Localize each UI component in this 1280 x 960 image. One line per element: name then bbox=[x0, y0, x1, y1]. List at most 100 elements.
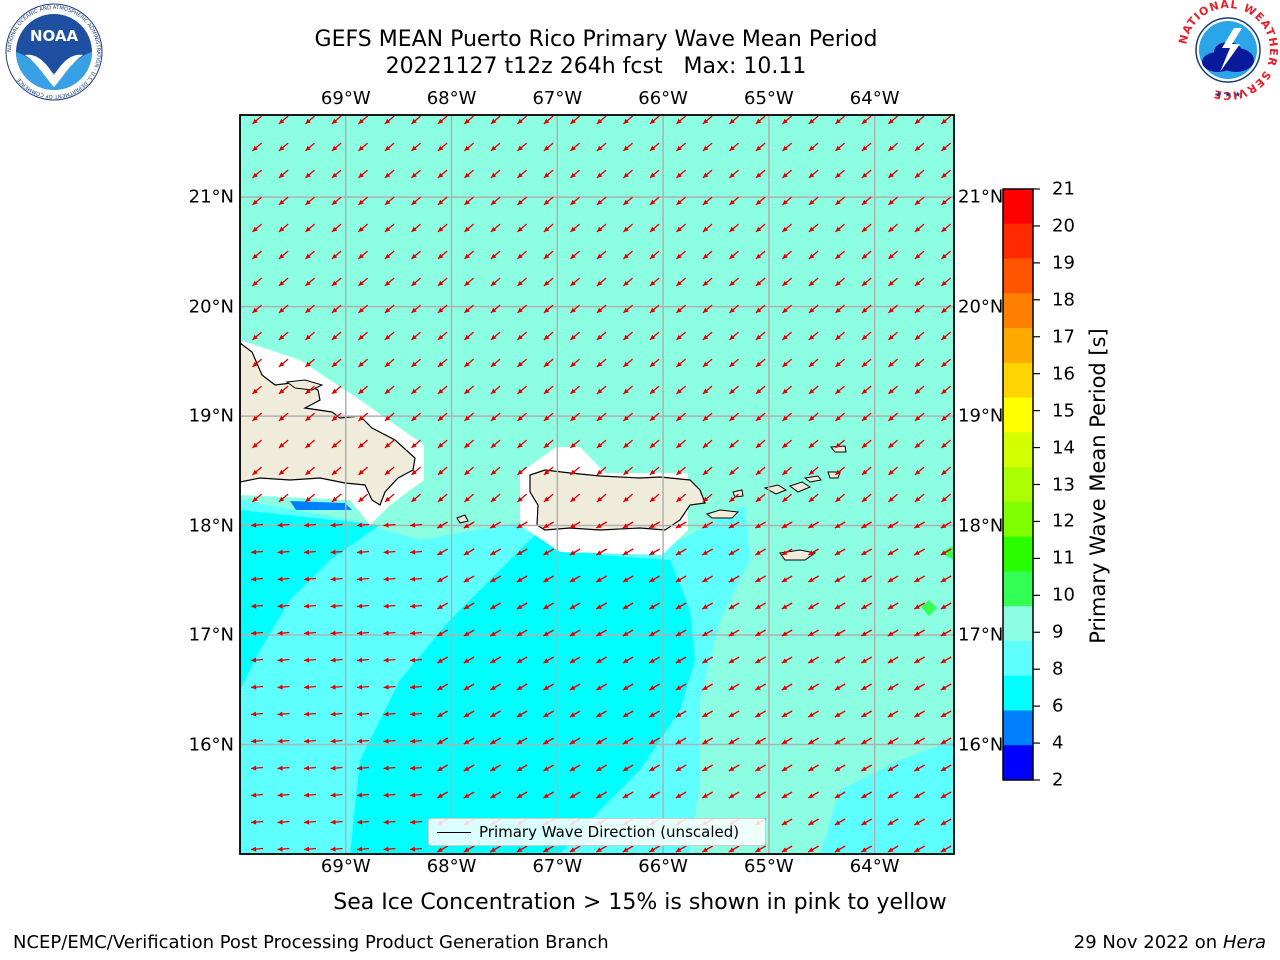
direction-arrow bbox=[304, 250, 316, 260]
colorbar-segment bbox=[1003, 432, 1033, 468]
direction-arrow bbox=[409, 846, 423, 852]
direction-arrow bbox=[914, 358, 925, 368]
direction-arrow bbox=[436, 737, 449, 745]
direction-arrow bbox=[489, 575, 502, 583]
direction-arrow bbox=[755, 196, 766, 206]
direction-arrow bbox=[569, 250, 581, 260]
colorbar-tick-label: 14 bbox=[1052, 437, 1075, 459]
direction-arrow bbox=[702, 412, 713, 422]
direction-arrow bbox=[649, 223, 660, 233]
direction-arrow bbox=[675, 142, 687, 152]
direction-arrow bbox=[887, 629, 899, 637]
colorbar-segment bbox=[1003, 675, 1033, 711]
direction-arrow bbox=[516, 493, 528, 503]
direction-arrow bbox=[357, 277, 369, 287]
direction-arrow bbox=[648, 575, 661, 583]
colorbar-tick-label: 2 bbox=[1052, 769, 1064, 791]
direction-arrow bbox=[516, 629, 528, 637]
direction-arrow bbox=[834, 466, 846, 476]
direction-arrow bbox=[490, 169, 501, 179]
direction-arrow bbox=[728, 304, 740, 314]
direction-arrow bbox=[834, 764, 846, 772]
direction-arrow bbox=[807, 845, 820, 853]
colorbar-segment bbox=[1003, 293, 1033, 329]
direction-arrow bbox=[251, 196, 263, 206]
direction-arrow bbox=[940, 412, 952, 422]
direction-arrow bbox=[436, 764, 449, 772]
direction-arrow bbox=[675, 250, 687, 260]
direction-arrow bbox=[940, 250, 952, 260]
direction-arrow bbox=[940, 493, 952, 503]
direction-arrow bbox=[781, 223, 793, 233]
direction-arrow bbox=[437, 385, 448, 395]
direction-arrow bbox=[754, 683, 767, 691]
direction-arrow bbox=[490, 385, 501, 395]
direction-arrow bbox=[357, 169, 369, 179]
direction-arrow bbox=[595, 629, 608, 637]
colorbar-tick-label: 15 bbox=[1052, 400, 1075, 422]
direction-arrow bbox=[754, 737, 767, 745]
direction-arrow bbox=[437, 250, 448, 260]
direction-arrow bbox=[543, 439, 554, 449]
direction-arrow bbox=[463, 412, 475, 422]
direction-arrow bbox=[331, 142, 342, 152]
colorbar-segment bbox=[1003, 328, 1033, 364]
direction-arrow bbox=[860, 764, 873, 772]
direction-arrow bbox=[489, 629, 502, 637]
direction-arrow bbox=[463, 791, 475, 799]
direction-arrow bbox=[808, 169, 819, 179]
direction-arrow bbox=[914, 196, 925, 206]
direction-arrow bbox=[675, 521, 687, 529]
longitude-label-top: 66°W bbox=[638, 88, 688, 109]
direction-arrow bbox=[303, 765, 317, 771]
direction-arrow bbox=[595, 737, 608, 745]
direction-arrow bbox=[569, 304, 581, 314]
direction-arrow bbox=[728, 385, 740, 395]
direction-arrow bbox=[383, 576, 396, 582]
direction-arrow bbox=[675, 764, 687, 772]
direction-arrow bbox=[781, 358, 793, 368]
direction-arrow bbox=[675, 331, 687, 341]
direction-arrow bbox=[754, 629, 767, 637]
direction-arrow bbox=[409, 657, 423, 663]
direction-arrow bbox=[887, 845, 899, 853]
direction-arrow bbox=[595, 575, 608, 583]
colorbar-segment bbox=[1003, 606, 1033, 642]
direction-arrow bbox=[781, 791, 793, 799]
direction-arrow bbox=[410, 115, 422, 125]
direction-arrow bbox=[384, 277, 395, 287]
direction-arrow bbox=[675, 223, 687, 233]
direction-arrow bbox=[834, 737, 846, 745]
direction-arrow bbox=[622, 385, 634, 395]
direction-arrow bbox=[728, 548, 740, 556]
direction-arrow bbox=[807, 791, 820, 799]
direction-arrow bbox=[356, 630, 370, 636]
direction-arrow bbox=[543, 331, 554, 341]
direction-arrow bbox=[596, 358, 607, 368]
direction-arrow bbox=[940, 548, 952, 556]
sea-ice-note-text: Sea Ice Concentration > 15% is shown in … bbox=[333, 890, 947, 915]
direction-arrow bbox=[702, 223, 713, 233]
direction-arrow bbox=[834, 521, 846, 529]
direction-arrow bbox=[596, 385, 607, 395]
latitude-label-left: 16°N bbox=[188, 734, 234, 756]
direction-arrow bbox=[701, 764, 714, 772]
direction-arrow bbox=[303, 792, 317, 798]
direction-arrow bbox=[277, 819, 290, 825]
direction-arrow bbox=[278, 196, 289, 206]
direction-arrow bbox=[278, 115, 289, 125]
direction-arrow bbox=[516, 412, 528, 422]
direction-arrow bbox=[914, 169, 925, 179]
colorbar-tick-label: 16 bbox=[1052, 363, 1075, 385]
direction-arrow bbox=[887, 331, 899, 341]
direction-arrow bbox=[463, 521, 475, 529]
direction-arrow bbox=[304, 304, 316, 314]
direction-arrow bbox=[649, 196, 660, 206]
direction-arrow bbox=[861, 277, 872, 287]
direction-arrow bbox=[675, 629, 687, 637]
footer-date: 29 Nov 2022 on Hera bbox=[1074, 932, 1266, 953]
direction-arrow bbox=[781, 196, 793, 206]
direction-arrow bbox=[781, 548, 793, 556]
